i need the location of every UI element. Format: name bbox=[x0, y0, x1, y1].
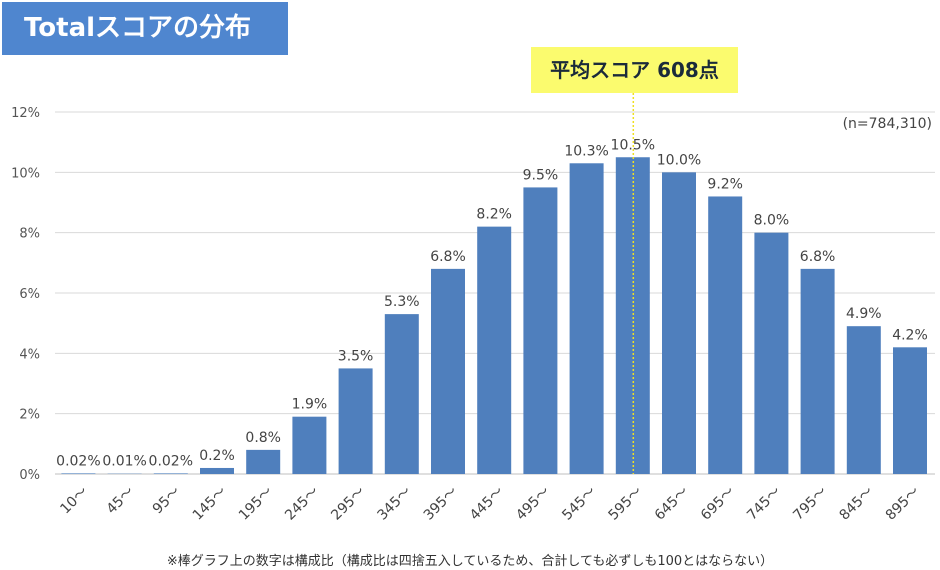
x-tick-label: 795～ bbox=[790, 484, 830, 524]
footnote: ※棒グラフ上の数字は構成比（構成比は四捨五入しているため、合計しても必ずしも10… bbox=[166, 554, 774, 569]
bar bbox=[200, 467, 234, 474]
x-tick-label: 145～ bbox=[190, 484, 230, 524]
bar bbox=[662, 172, 696, 475]
y-tick-label: 8% bbox=[19, 227, 40, 242]
data-label: 9.2% bbox=[707, 176, 743, 192]
x-tick-label: 195～ bbox=[236, 484, 276, 524]
data-label: 10.0% bbox=[657, 152, 701, 168]
sample-size-label: (n=784,310) bbox=[842, 116, 932, 132]
bar bbox=[246, 449, 281, 474]
x-tick-label: 695～ bbox=[698, 484, 738, 524]
bar bbox=[61, 473, 96, 474]
x-tick-label: 345～ bbox=[375, 484, 415, 524]
x-tick-label: 445～ bbox=[467, 484, 507, 524]
data-label: 0.02% bbox=[56, 453, 100, 469]
x-tick-label: 545～ bbox=[559, 484, 599, 524]
x-tick-label: 895～ bbox=[883, 484, 923, 524]
x-tick-label: 495～ bbox=[513, 484, 553, 524]
data-label: 8.0% bbox=[754, 213, 790, 229]
bar bbox=[384, 314, 419, 474]
bar bbox=[292, 416, 327, 474]
data-label: 0.8% bbox=[245, 430, 281, 446]
data-label: 8.2% bbox=[476, 207, 512, 223]
data-label: 4.2% bbox=[892, 327, 928, 343]
bar bbox=[708, 196, 743, 474]
y-tick-label: 12% bbox=[11, 106, 40, 121]
x-tick-label: 95～ bbox=[150, 484, 184, 518]
bar bbox=[569, 163, 604, 475]
x-tick-label: 395～ bbox=[421, 484, 461, 524]
data-label: 9.5% bbox=[523, 167, 559, 183]
bar bbox=[477, 226, 512, 474]
data-label: 5.3% bbox=[384, 294, 420, 310]
y-tick-label: 2% bbox=[19, 408, 40, 423]
x-tick-label: 45～ bbox=[104, 484, 138, 518]
bar bbox=[754, 232, 789, 474]
x-tick-label: 595～ bbox=[606, 484, 646, 524]
y-tick-label: 10% bbox=[11, 166, 40, 181]
bar bbox=[800, 268, 835, 474]
x-tick-label: 295～ bbox=[328, 484, 368, 524]
data-label: 0.01% bbox=[102, 454, 146, 470]
data-label: 4.9% bbox=[846, 306, 882, 322]
bar bbox=[431, 268, 465, 474]
x-tick-label: 245～ bbox=[282, 484, 322, 524]
data-label: 6.8% bbox=[800, 249, 836, 265]
data-label: 10.3% bbox=[564, 143, 608, 159]
y-tick-label: 6% bbox=[19, 287, 40, 302]
data-label: 6.8% bbox=[430, 249, 466, 265]
bar bbox=[846, 326, 881, 474]
data-label: 0.02% bbox=[149, 453, 193, 469]
data-label: 3.5% bbox=[338, 348, 374, 364]
data-label: 0.2% bbox=[199, 448, 235, 464]
x-tick-label: 745～ bbox=[744, 484, 784, 524]
data-label: 1.9% bbox=[292, 397, 328, 413]
x-tick-label: 845～ bbox=[837, 484, 877, 524]
bar bbox=[893, 347, 927, 474]
bar bbox=[523, 187, 558, 474]
chart-title: Totalスコアの分布 bbox=[2, 2, 288, 55]
bar bbox=[338, 368, 373, 474]
x-tick-label: 645～ bbox=[652, 484, 692, 524]
bar bbox=[153, 473, 188, 474]
mean-score-annotation: 平均スコア 608点 bbox=[531, 47, 738, 93]
y-tick-label: 0% bbox=[19, 468, 40, 483]
y-tick-label: 4% bbox=[19, 347, 40, 362]
x-tick-label: 10～ bbox=[57, 484, 91, 518]
